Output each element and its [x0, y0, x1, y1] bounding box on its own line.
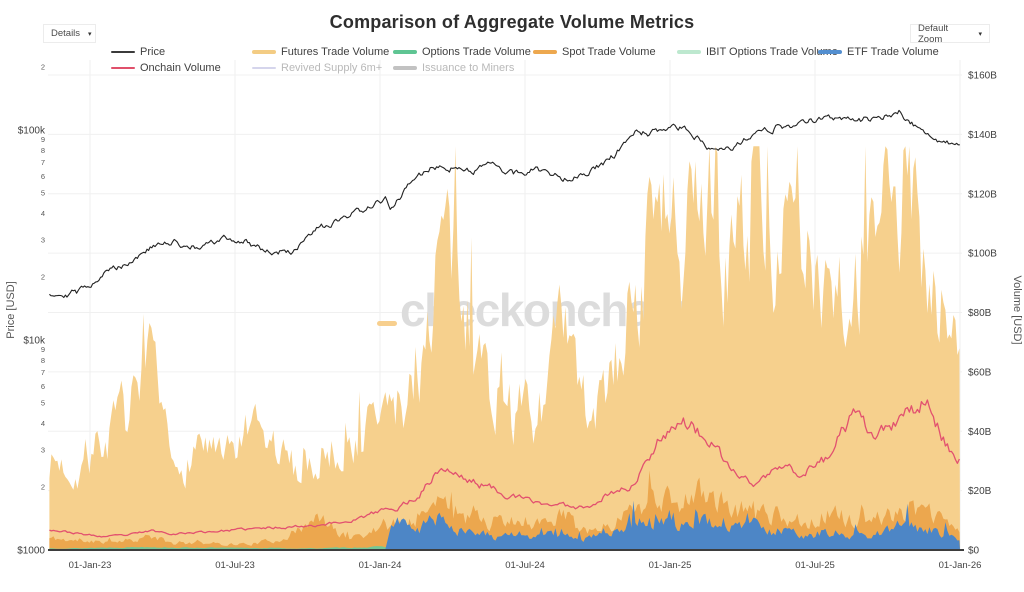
- etf-area: [49, 500, 960, 550]
- price-tick-label: $100k: [18, 126, 46, 137]
- legend-swatch: [393, 50, 417, 54]
- legend-item-revived_supply_6m[interactable]: Revived Supply 6m+: [252, 62, 382, 74]
- legend-item-label: Futures Trade Volume: [281, 46, 390, 58]
- legend-swatch: [111, 51, 135, 53]
- legend-item-price[interactable]: Price: [111, 46, 165, 58]
- legend-item-options[interactable]: Options Trade Volume: [393, 46, 531, 58]
- x-tick-label: 01-Jul-24: [505, 560, 545, 571]
- price-tick-label: 2: [41, 482, 45, 491]
- volume-tick-label: $100B: [968, 249, 997, 260]
- legend-swatch: [818, 50, 842, 54]
- default-zoom-label: Default Zoom: [918, 22, 949, 45]
- price-tick-label: $1000: [17, 546, 45, 557]
- futures-area: [49, 146, 960, 551]
- legend-item-label: Spot Trade Volume: [562, 46, 656, 58]
- legend-item-label: Options Trade Volume: [422, 46, 531, 58]
- legend-item-label: Price: [140, 46, 166, 58]
- x-tick-label: 01-Jul-25: [795, 560, 835, 571]
- details-dropdown[interactable]: Details ▾: [43, 24, 96, 43]
- price-tick-label: 6: [41, 382, 45, 391]
- legend-swatch: [533, 50, 557, 54]
- legend-item-label: Issuance to Miners: [422, 62, 515, 74]
- volume-tick-label: $0: [968, 546, 980, 557]
- legend-item-onchain[interactable]: Onchain Volume: [111, 62, 221, 74]
- legend-item-futures[interactable]: Futures Trade Volume: [252, 46, 389, 58]
- x-tick-label: 01-Jan-24: [359, 560, 402, 571]
- price-tick-label: 8: [41, 356, 45, 365]
- volume-tick-label: $160B: [968, 71, 997, 82]
- legend-swatch: [111, 67, 135, 69]
- volume-tick-label: $80B: [968, 308, 992, 319]
- price-tick-label: 9: [41, 135, 45, 144]
- price-tick-label: 4: [41, 419, 45, 428]
- price-tick-label: 3: [41, 235, 45, 244]
- legend-swatch: [393, 66, 417, 70]
- volume-tick-label: $20B: [968, 486, 992, 497]
- price-tick-label: 5: [41, 189, 45, 198]
- default-zoom-dropdown[interactable]: Default Zoom ▾: [910, 22, 990, 45]
- legend-item-label: Onchain Volume: [140, 62, 221, 74]
- chart-title: Comparison of Aggregate Volume Metrics: [329, 12, 695, 32]
- price-tick-label: 4: [41, 209, 45, 218]
- x-tick-label: 01-Jan-23: [69, 560, 112, 571]
- price-tick-label: 7: [41, 158, 45, 167]
- legend-swatch: [252, 67, 276, 69]
- price-tick-label: 3: [41, 445, 45, 454]
- price-tick-label: 9: [41, 345, 45, 354]
- legend-item-spot[interactable]: Spot Trade Volume: [533, 46, 656, 58]
- volume-tick-label: $140B: [968, 130, 997, 141]
- legend-swatch: [677, 50, 701, 54]
- price-line: [49, 109, 960, 299]
- legend-item-etf[interactable]: ETF Trade Volume: [818, 46, 939, 58]
- x-tick-label: 01-Jan-25: [649, 560, 692, 571]
- x-tick-label: 01-Jan-26: [939, 560, 982, 571]
- volume-tick-label: $120B: [968, 189, 997, 200]
- volume-tick-label: $40B: [968, 427, 992, 438]
- volume-tick-label: $60B: [968, 367, 992, 378]
- price-axis-title: Price [USD]: [5, 281, 17, 338]
- price-tick-label: 2: [41, 272, 45, 281]
- chevron-down-icon: ▾: [88, 30, 92, 38]
- price-tick-label: 5: [41, 399, 45, 408]
- legend-item-label: ETF Trade Volume: [847, 46, 939, 58]
- x-tick-label: 01-Jul-23: [215, 560, 255, 571]
- onchain-line: [49, 399, 960, 538]
- price-tick-label: 2: [41, 62, 45, 71]
- legend-swatch: [252, 50, 276, 54]
- price-tick-label: 7: [41, 368, 45, 377]
- price-tick-label: $10k: [23, 336, 46, 347]
- price-tick-label: 6: [41, 172, 45, 181]
- legend-item-ibit_options[interactable]: IBIT Options Trade Volume: [677, 46, 838, 58]
- chevron-down-icon: ▾: [978, 30, 982, 38]
- volume-axis-title: Volume [USD]: [1011, 275, 1023, 344]
- legend-item-issuance_to_miners[interactable]: Issuance to Miners: [393, 62, 514, 74]
- legend: Price Futures Trade Volume Options Trade V…: [0, 0, 1024, 80]
- details-label: Details: [51, 28, 81, 39]
- legend-item-label: Revived Supply 6m+: [281, 62, 383, 74]
- legend-item-label: IBIT Options Trade Volume: [706, 46, 838, 58]
- price-tick-label: 8: [41, 146, 45, 155]
- watermark-dash: [377, 321, 397, 326]
